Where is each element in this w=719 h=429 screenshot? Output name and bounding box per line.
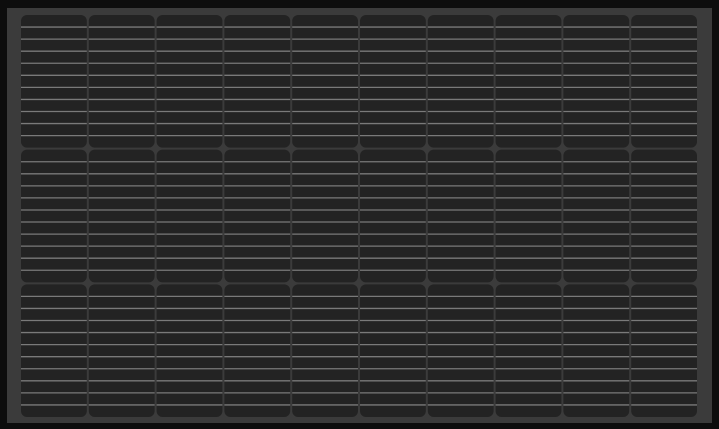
solar-cell: [427, 149, 494, 283]
solar-cell: [88, 149, 155, 283]
solar-cell: [563, 15, 630, 148]
solar-cell: [88, 15, 155, 148]
solar-cell: [21, 149, 87, 283]
solar-cell: [495, 149, 562, 283]
solar-cell: [21, 15, 87, 148]
solar-cell: [427, 15, 494, 148]
solar-cell: [292, 15, 358, 148]
solar-cell: [360, 284, 426, 417]
solar-cell: [360, 149, 426, 283]
solar-cell: [21, 284, 87, 417]
solar-cell: [631, 15, 697, 148]
solar-cell: [224, 284, 291, 417]
solar-cell: [563, 284, 630, 417]
solar-cell: [156, 15, 223, 148]
solar-cell: [224, 15, 291, 148]
solar-cell: [292, 149, 358, 283]
solar-cell: [495, 284, 562, 417]
solar-cell: [224, 149, 291, 283]
solar-cell: [631, 149, 697, 283]
solar-cell: [427, 284, 494, 417]
solar-cell: [88, 284, 155, 417]
solar-cell: [360, 15, 426, 148]
solar-cell: [631, 284, 697, 417]
solar-cell: [292, 284, 358, 417]
solar-cell: [156, 284, 223, 417]
solar-cell: [563, 149, 630, 283]
solar-cell: [156, 149, 223, 283]
solar-cell: [495, 15, 562, 148]
